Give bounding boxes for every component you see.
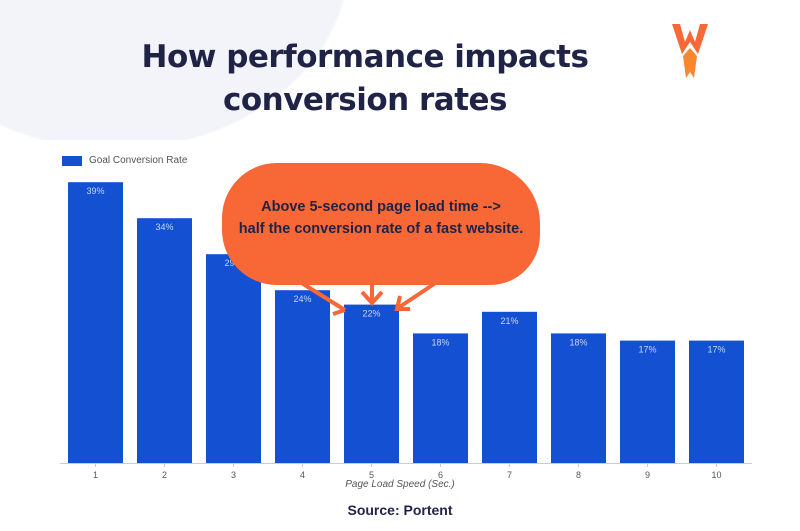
x-tick-label-5: 5 xyxy=(369,470,374,480)
data-label-9: 17% xyxy=(638,345,656,355)
x-tick-label-8: 8 xyxy=(576,470,581,480)
title-line-2: conversion rates xyxy=(222,82,508,118)
x-tick-label-6: 6 xyxy=(438,470,443,480)
chart-legend: Goal Conversion Rate xyxy=(62,155,187,166)
bar-7 xyxy=(482,311,537,463)
data-label-7: 21% xyxy=(500,316,518,326)
legend-label: Goal Conversion Rate xyxy=(89,155,188,166)
annotation-callout xyxy=(222,163,540,285)
x-axis-label: Page Load Speed (Sec.) xyxy=(345,479,455,490)
data-label-8: 18% xyxy=(569,337,587,347)
x-tick-label-3: 3 xyxy=(231,470,236,480)
x-tick-label-9: 9 xyxy=(645,470,650,480)
x-tick-label-4: 4 xyxy=(300,470,305,480)
x-tick-label-10: 10 xyxy=(711,470,721,480)
bar-chart: 39%134%229%324%422%518%621%718%817%917%1… xyxy=(60,182,752,490)
x-tick-label-2: 2 xyxy=(162,470,167,480)
bar-4 xyxy=(275,290,330,463)
annotation-text: Above 5-second page load time --> half t… xyxy=(222,196,540,240)
bar-2 xyxy=(137,218,192,463)
bar-8 xyxy=(551,333,606,463)
annotation-line-1: Above 5-second page load time --> xyxy=(261,199,501,215)
title-line-1: How performance impacts xyxy=(141,39,589,75)
bar-3 xyxy=(206,254,261,463)
x-tick-label-7: 7 xyxy=(507,470,512,480)
data-label-10: 17% xyxy=(707,345,725,355)
bar-5 xyxy=(344,304,399,463)
legend-swatch xyxy=(62,155,82,166)
bar-1 xyxy=(68,182,123,463)
data-label-5: 22% xyxy=(362,309,380,319)
bar-6 xyxy=(413,333,468,463)
arrow-left-icon xyxy=(298,280,347,316)
data-label-6: 18% xyxy=(431,337,449,347)
data-label-4: 24% xyxy=(293,294,311,304)
data-label-2: 34% xyxy=(155,222,173,232)
bar-10 xyxy=(689,340,744,463)
bar-9 xyxy=(620,340,675,463)
data-label-1: 39% xyxy=(86,186,104,196)
x-tick-label-1: 1 xyxy=(93,470,98,480)
wp-rocket-logo-icon xyxy=(672,24,708,78)
source-caption: Source: Portent xyxy=(347,502,453,518)
annotation-line-2: half the conversion rate of a fast websi… xyxy=(238,221,524,237)
page-title: How performance impacts conversion rates xyxy=(0,36,730,122)
